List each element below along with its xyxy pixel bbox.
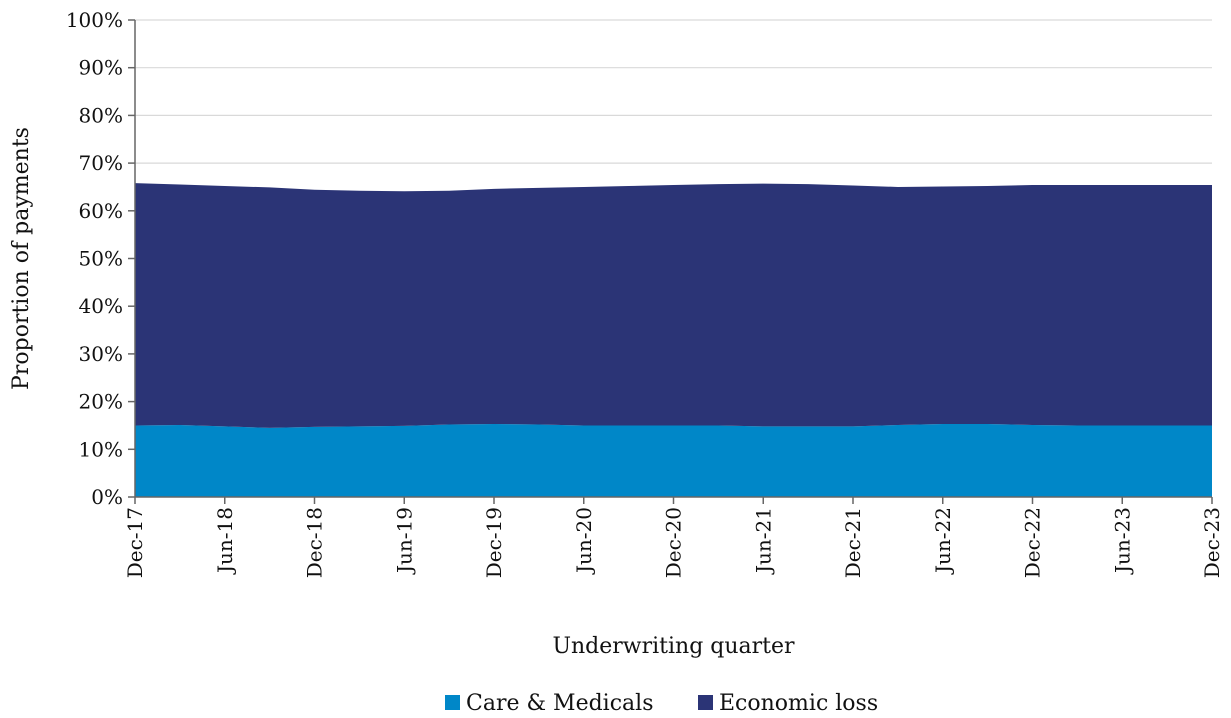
y-tick-label: 20%: [79, 390, 123, 414]
area-series: [135, 183, 1212, 497]
x-tick-label: Dec-20: [662, 507, 686, 578]
legend-swatch-economic-loss: [698, 695, 713, 710]
area-care-medicals: [135, 424, 1212, 497]
y-tick-label: 30%: [79, 342, 123, 366]
y-tick-label: 60%: [79, 199, 123, 223]
y-tick-label: 50%: [79, 247, 123, 271]
x-tick-label: Jun-22: [931, 507, 955, 575]
x-tick-label: Dec-21: [841, 507, 865, 578]
x-tick-label: Jun-21: [751, 507, 775, 575]
legend-label-care-medicals: Care & Medicals: [466, 691, 653, 716]
x-tick-label: Dec-17: [123, 507, 147, 578]
x-tick-label: Dec-19: [482, 507, 506, 578]
y-axis-title: Proportion of payments: [9, 127, 34, 390]
x-tick-label: Dec-18: [303, 507, 327, 578]
legend: Care & Medicals Economic loss: [445, 691, 878, 716]
y-tick-label: 40%: [79, 294, 123, 318]
x-tick-label: Dec-23: [1200, 507, 1224, 578]
x-tick-labels: Dec-17 Jun-18 Dec-18 Jun-19 Dec-19 Jun-20 Dec-…: [123, 497, 1224, 578]
y-tick-labels: 0% 10% 20% 30% 40% 50% 60% 70% 80% 90% 100%: [66, 8, 135, 509]
y-tick-label: 100%: [66, 8, 123, 32]
x-tick-label: Jun-19: [392, 507, 416, 575]
y-tick-label: 90%: [79, 56, 123, 80]
area-economic-loss: [135, 183, 1212, 428]
y-tick-label: 0%: [91, 485, 123, 509]
y-tick-label: 80%: [79, 103, 123, 127]
legend-label-economic-loss: Economic loss: [719, 691, 878, 716]
x-tick-label: Jun-23: [1110, 507, 1134, 575]
legend-swatch-care-medicals: [445, 695, 460, 710]
x-tick-label: Jun-20: [572, 507, 596, 575]
x-axis-title: Underwriting quarter: [552, 634, 795, 659]
y-tick-label: 10%: [79, 437, 123, 461]
x-tick-label: Dec-22: [1021, 507, 1045, 578]
y-tick-label: 70%: [79, 151, 123, 175]
x-tick-label: Jun-18: [213, 507, 237, 575]
